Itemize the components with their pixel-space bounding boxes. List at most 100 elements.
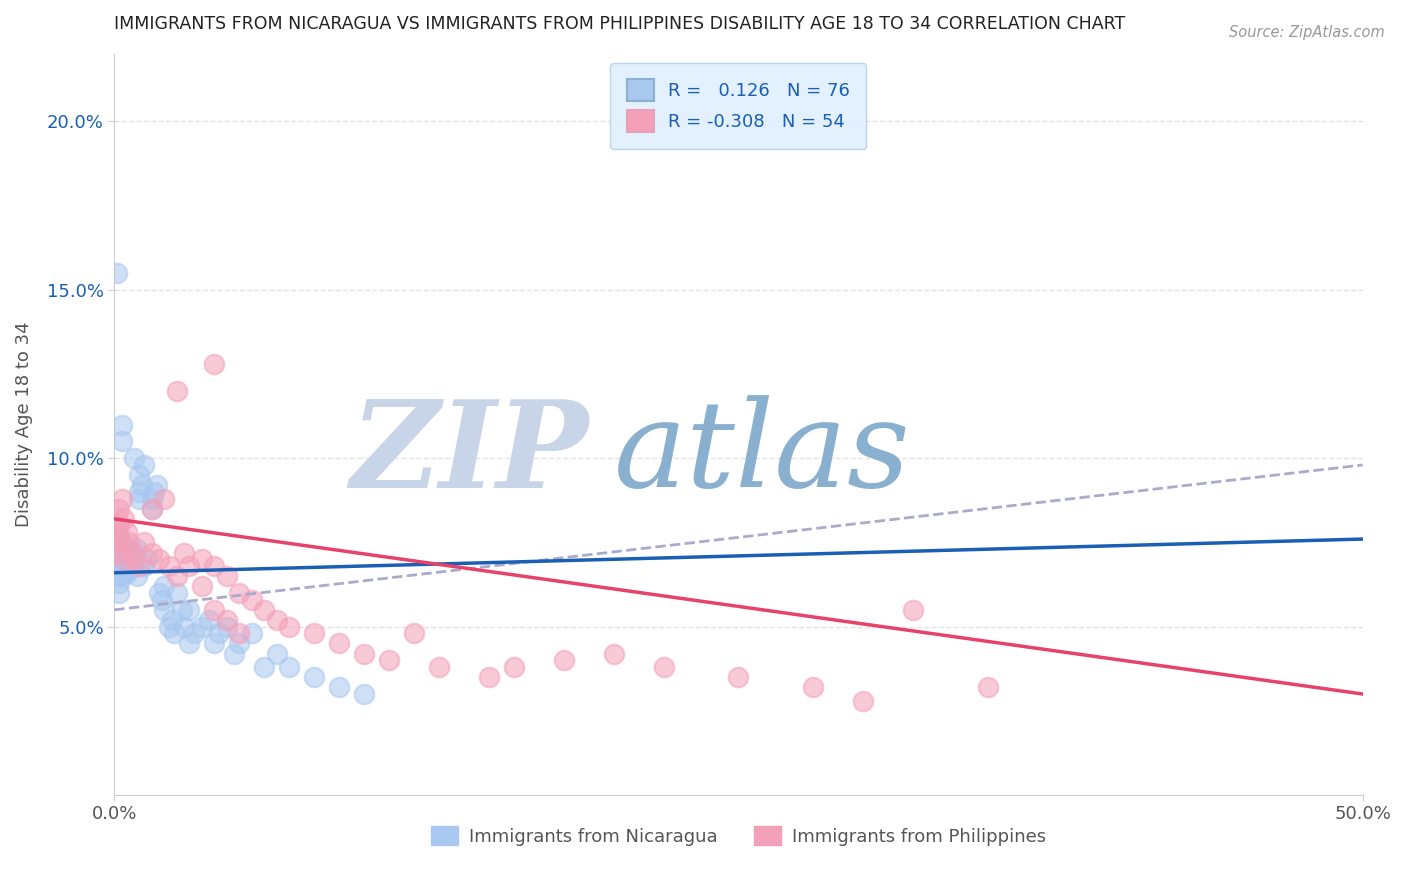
Point — [173, 620, 195, 634]
Point — [198, 613, 221, 627]
Point — [111, 417, 134, 432]
Point — [112, 552, 135, 566]
Point — [278, 660, 301, 674]
Point — [478, 670, 501, 684]
Point — [502, 660, 524, 674]
Point — [141, 545, 163, 559]
Text: atlas: atlas — [613, 395, 910, 513]
Point — [141, 501, 163, 516]
Point — [228, 626, 250, 640]
Point — [602, 647, 624, 661]
Point — [170, 603, 193, 617]
Point — [202, 559, 225, 574]
Point — [108, 539, 131, 553]
Point — [166, 384, 188, 398]
Point — [124, 545, 146, 559]
Point — [163, 626, 186, 640]
Point — [183, 626, 205, 640]
Point — [108, 532, 131, 546]
Point — [190, 620, 212, 634]
Point — [202, 636, 225, 650]
Point — [112, 539, 135, 553]
Point — [105, 542, 128, 557]
Point — [278, 620, 301, 634]
Point — [115, 566, 138, 580]
Point — [111, 542, 134, 557]
Point — [652, 660, 675, 674]
Y-axis label: Disability Age 18 to 34: Disability Age 18 to 34 — [15, 322, 32, 527]
Point — [215, 569, 238, 583]
Point — [266, 613, 288, 627]
Point — [141, 491, 163, 506]
Text: IMMIGRANTS FROM NICARAGUA VS IMMIGRANTS FROM PHILIPPINES DISABILITY AGE 18 TO 34: IMMIGRANTS FROM NICARAGUA VS IMMIGRANTS … — [114, 15, 1126, 33]
Point — [240, 592, 263, 607]
Point — [128, 484, 150, 499]
Point — [302, 626, 325, 640]
Point — [128, 559, 150, 574]
Point — [111, 545, 134, 559]
Point — [228, 586, 250, 600]
Point — [179, 559, 201, 574]
Point — [111, 491, 134, 506]
Point — [112, 559, 135, 574]
Point — [124, 559, 146, 574]
Point — [852, 694, 875, 708]
Point — [202, 603, 225, 617]
Point — [105, 518, 128, 533]
Point — [118, 562, 141, 576]
Point — [112, 549, 135, 563]
Point — [328, 636, 350, 650]
Point — [901, 603, 924, 617]
Point — [150, 592, 173, 607]
Point — [128, 491, 150, 506]
Point — [215, 620, 238, 634]
Point — [105, 552, 128, 566]
Point — [148, 586, 170, 600]
Point — [121, 556, 143, 570]
Point — [115, 545, 138, 559]
Point — [105, 535, 128, 549]
Point — [215, 613, 238, 627]
Point — [179, 603, 201, 617]
Point — [166, 586, 188, 600]
Point — [253, 660, 276, 674]
Point — [108, 586, 131, 600]
Point — [179, 636, 201, 650]
Point — [105, 535, 128, 549]
Point — [153, 491, 176, 506]
Point — [105, 525, 128, 540]
Point — [112, 512, 135, 526]
Point — [111, 562, 134, 576]
Point — [115, 525, 138, 540]
Point — [190, 579, 212, 593]
Point — [118, 535, 141, 549]
Point — [153, 603, 176, 617]
Point — [224, 647, 246, 661]
Point — [202, 357, 225, 371]
Point — [121, 549, 143, 563]
Point — [157, 620, 180, 634]
Point — [128, 468, 150, 483]
Point — [402, 626, 425, 640]
Point — [190, 552, 212, 566]
Point — [105, 512, 128, 526]
Point — [157, 559, 180, 574]
Point — [105, 559, 128, 574]
Point — [228, 636, 250, 650]
Legend: R =   0.126   N = 76, R = -0.308   N = 54: R = 0.126 N = 76, R = -0.308 N = 54 — [610, 63, 866, 149]
Point — [108, 556, 131, 570]
Point — [115, 556, 138, 570]
Point — [125, 542, 148, 557]
Point — [145, 478, 167, 492]
Point — [353, 647, 375, 661]
Point — [135, 552, 157, 566]
Point — [302, 670, 325, 684]
Point — [266, 647, 288, 661]
Point — [977, 680, 1000, 694]
Point — [134, 458, 156, 472]
Point — [108, 559, 131, 574]
Point — [111, 535, 134, 549]
Point — [143, 484, 166, 499]
Point — [111, 434, 134, 449]
Point — [727, 670, 749, 684]
